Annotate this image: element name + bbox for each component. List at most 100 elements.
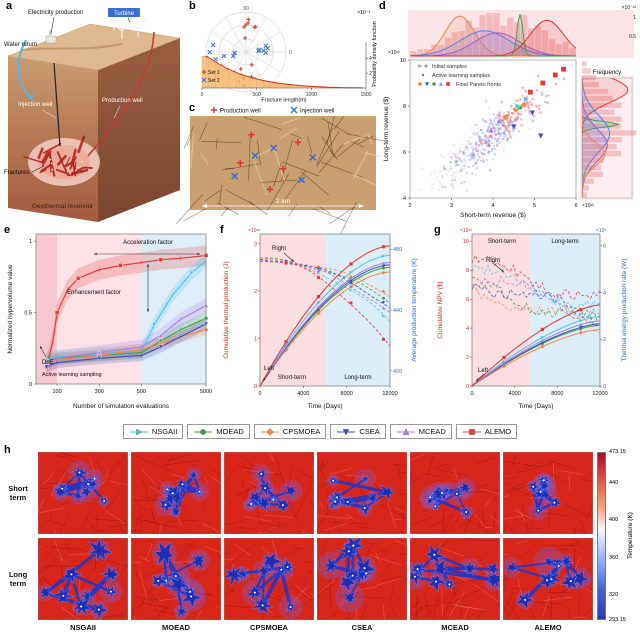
- density-multiplier: ×10⁻³: [357, 10, 370, 16]
- colorbar-title: Temperature (K): [627, 512, 634, 560]
- svg-text:3: 3: [254, 242, 257, 248]
- map-scale-label: 2 km: [276, 198, 290, 205]
- moead-marker-icon: [194, 428, 213, 435]
- svg-text:4: 4: [491, 203, 494, 209]
- h-col-label-csea: CSEA: [351, 623, 373, 632]
- svg-text:5: 5: [533, 203, 536, 209]
- svg-text:1000: 1000: [306, 92, 317, 98]
- svg-text:0.5: 0.5: [24, 311, 32, 317]
- svg-text:2: 2: [369, 71, 372, 77]
- set2-legend-label: Set 2: [208, 78, 220, 84]
- temp-map-long-alemo: [503, 538, 593, 620]
- left-annotation: Left: [478, 368, 488, 374]
- polar-angle-0: 0: [289, 50, 292, 56]
- frequency-title: Frequency: [593, 70, 621, 76]
- svg-text:12000: 12000: [592, 391, 607, 397]
- short-term-annotation: Short-term: [488, 239, 516, 245]
- density-multiplier: ×10⁻¹²: [622, 5, 637, 11]
- svg-text:6: 6: [403, 150, 406, 156]
- x-axis-label: Time (Days): [307, 403, 342, 410]
- colorbar-tick: 320: [609, 591, 619, 598]
- svg-text:10: 10: [400, 58, 406, 64]
- left-axis-multiplier: ×10¹²: [460, 228, 472, 234]
- svg-text:400: 400: [393, 369, 402, 375]
- svg-text:6: 6: [574, 203, 577, 209]
- legend-item-nsgaii: NSGAII: [122, 424, 184, 439]
- panel-letter-f: f: [220, 224, 224, 236]
- svg-text:1500: 1500: [360, 92, 371, 98]
- svg-text:500: 500: [137, 389, 146, 395]
- temp-map-short-moead: [131, 452, 221, 534]
- svg-text:440: 440: [393, 308, 402, 314]
- panel-letter-h: h: [4, 444, 11, 456]
- colorbar-tick: 440: [609, 479, 619, 486]
- enhancement-factor-annotation: Enhancement factor: [67, 290, 121, 296]
- temp-map-short-csea: [317, 452, 407, 534]
- svg-text:100: 100: [52, 389, 61, 395]
- h-row-label-long-term: Long term: [8, 570, 28, 588]
- svg-text:4: 4: [369, 56, 372, 62]
- legend-item-cpsmoea: CPSMOEA: [253, 424, 327, 439]
- svg-text:0: 0: [201, 92, 204, 98]
- geothermal-reservoir-label: Geothermal reservoir: [32, 203, 94, 210]
- temp-map-short-mcead: [410, 452, 500, 534]
- panel-letter-g: g: [434, 224, 441, 236]
- right-annotation: Right: [272, 246, 286, 252]
- cpsmoea-marker-icon: [260, 427, 279, 436]
- legend-label-mcead: MCEAD: [418, 427, 446, 436]
- left-axis-label: Cumulative thermal production (J): [223, 261, 230, 359]
- production-well-legend-label: Production well: [220, 109, 261, 115]
- water-return-label: Water return: [4, 42, 37, 48]
- panel-f-thermal-production-chart: 0 1 2 3 400 440 480 0 4000 8000 12000 Time (Days) ×1…: [223, 228, 418, 410]
- fractures-label: Fractures: [4, 170, 29, 176]
- svg-text:0: 0: [603, 384, 606, 390]
- legend-label-nsgaii: NSGAII: [151, 427, 178, 436]
- svg-text:5000: 5000: [200, 389, 212, 395]
- svg-text:0: 0: [254, 384, 257, 390]
- svg-text:3: 3: [450, 203, 453, 209]
- temp-map-long-csea: [317, 538, 407, 620]
- svg-text:2: 2: [254, 289, 257, 295]
- h-col-label-moead: MOEAD: [162, 623, 190, 632]
- svg-text:0: 0: [258, 391, 261, 397]
- panel-letter-b: b: [189, 0, 196, 12]
- right-axis-multiplier: ×10⁷: [596, 228, 606, 234]
- panel-c-well-map: Production well Injection well 2 km: [176, 106, 385, 237]
- svg-text:0: 0: [470, 391, 473, 397]
- x-axis-multiplier: ×10¹²: [582, 203, 594, 209]
- legend-label-alemo: ALEMO: [484, 427, 512, 436]
- colorbar-tick: 400: [609, 517, 619, 524]
- legend-label-csea: CSEA: [359, 427, 380, 436]
- long-term-annotation: Long-term: [551, 239, 578, 245]
- svg-text:500: 500: [252, 92, 261, 98]
- legend-initial-samples: Initial samples: [432, 64, 467, 70]
- svg-text:1: 1: [254, 337, 257, 343]
- svg-text:1: 1: [29, 239, 32, 245]
- turbine-label: Turbine: [114, 11, 135, 17]
- nsgaii-marker-icon: [129, 428, 148, 435]
- csea-marker-icon: [337, 428, 356, 436]
- svg-text:4: 4: [403, 196, 406, 202]
- panel-letter-e: e: [4, 224, 11, 236]
- legend-active-learning-samples: Active learning samples: [432, 73, 490, 79]
- svg-text:0: 0: [466, 384, 469, 390]
- legend-final-pareto-fronts: Final Pareto fronts: [456, 82, 501, 88]
- panel-letter-c: c: [189, 102, 196, 114]
- doe-annotation: DoE: [42, 360, 54, 366]
- svg-text:4000: 4000: [297, 391, 309, 397]
- panel-g-npv-chart: 0 2 4 6 8 10 0 2 4 6 0 4000 8000 12000 Time (Days) ×10¹…: [437, 228, 628, 410]
- right-axis-label: Average production temperature (K): [411, 258, 418, 362]
- h-col-label-nsgaii: NSGAII: [70, 623, 96, 632]
- panel-letter-d: d: [379, 0, 386, 12]
- legend-item-csea: CSEA: [330, 424, 386, 439]
- svg-text:480: 480: [393, 247, 402, 253]
- left-axis-label: Cumulative NPV ($): [437, 281, 444, 338]
- legend-label-cpsmoea: CPSMOEA: [282, 427, 321, 436]
- svg-text:0: 0: [29, 382, 32, 388]
- temp-map-long-moead: [131, 538, 221, 620]
- svg-text:12000: 12000: [382, 391, 397, 397]
- h-row-label-short-term: Short term: [8, 484, 28, 502]
- active-learning-sampling-annotation: Active learning sampling: [42, 372, 102, 378]
- svg-text:8000: 8000: [551, 391, 563, 397]
- injection-well-label: Injection well: [18, 102, 52, 108]
